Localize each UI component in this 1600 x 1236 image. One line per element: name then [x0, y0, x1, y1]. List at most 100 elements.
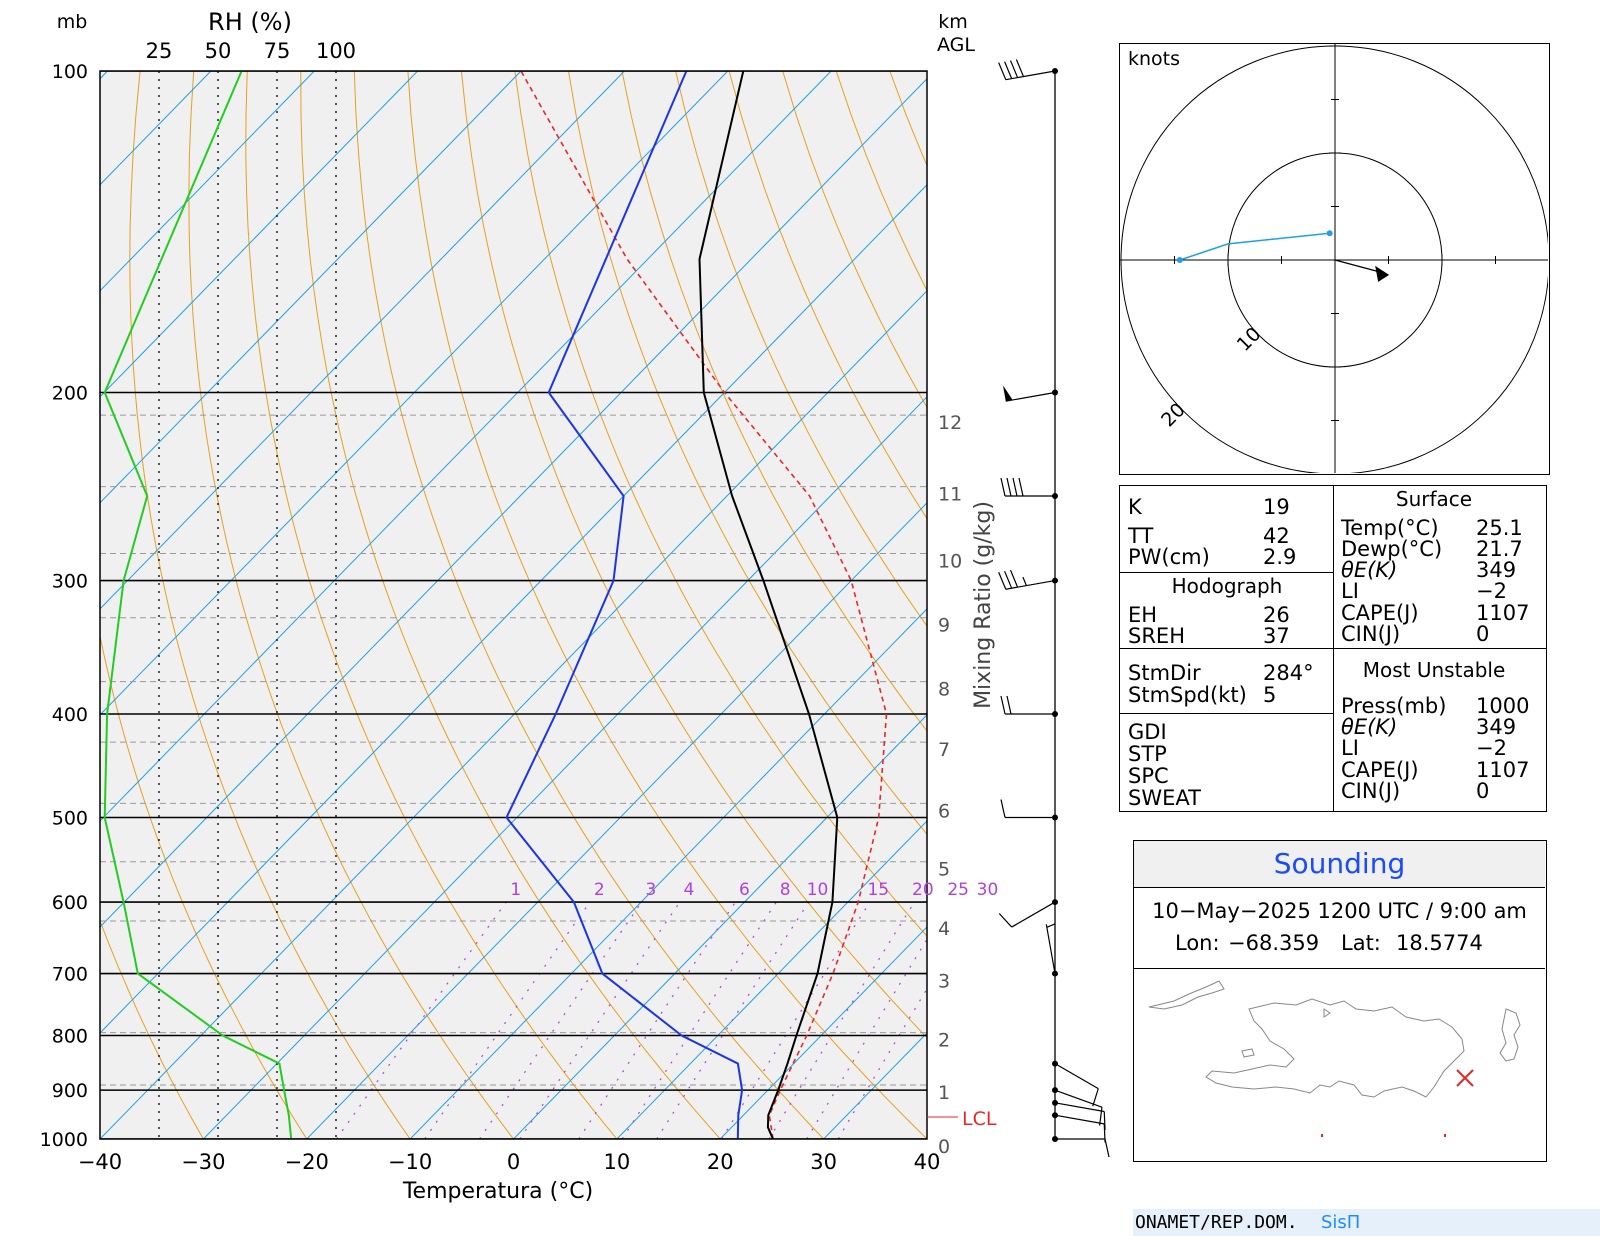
temperature-tick-label: −10 [388, 1150, 432, 1174]
dry-adiabat [621, 71, 927, 732]
stmdir-label: StmDir [1128, 661, 1201, 685]
wind-feather [1009, 60, 1019, 78]
mixing-ratio-axis-label: Mixing Ratio (g/kg) [971, 501, 996, 709]
wind-feather [1015, 59, 1025, 77]
pressure-tick-label: 1000 [40, 1129, 88, 1151]
isotherm [926, 1138, 927, 1139]
wind-feather [1000, 695, 1006, 715]
surface-header: Surface [1395, 487, 1473, 511]
dry-adiabat [245, 71, 618, 1139]
mixing-ratio-line [335, 901, 507, 1139]
temperature-tick-label: −40 [78, 1150, 122, 1174]
pressure-tick-label: 700 [52, 964, 88, 986]
surface-cin-label: CIN(J) [1341, 622, 1401, 646]
temperature-tick-label: −30 [181, 1150, 225, 1174]
wind-feather [1009, 569, 1019, 588]
mu-press-value: 1000 [1476, 694, 1530, 718]
lon-value: −68.359 [1228, 931, 1320, 955]
sounding-datetime: 10−May−2025 1200 UTC / 9:00 am [1152, 899, 1527, 923]
rh-axis-label: RH (%) [208, 8, 292, 36]
rh-tick-label: 75 [264, 39, 291, 63]
pressure-tick-label: 600 [52, 892, 88, 914]
isotherm [203, 396, 927, 1139]
temperature-tick-label: 10 [604, 1150, 631, 1174]
wind-barb [1054, 1102, 1105, 1113]
temperature-tick-label: −20 [285, 1150, 329, 1174]
km-tick-label: 4 [938, 918, 950, 940]
surface-thetae-value: 349 [1476, 558, 1517, 582]
km-tick-label: 9 [938, 615, 950, 637]
divider [1120, 648, 1334, 649]
isotherm [306, 502, 927, 1139]
mu-thetae-value: 349 [1476, 715, 1517, 739]
km-tick-label: 10 [938, 551, 962, 573]
isotherm [409, 608, 927, 1139]
wind-barb [1054, 1114, 1105, 1125]
isotherm [100, 71, 832, 822]
wind-barb [1005, 70, 1056, 81]
wind-pennant [1002, 385, 1013, 402]
mixing-ratio-tick-label: 1 [510, 880, 521, 900]
mixing-ratio-tick-label: 4 [683, 880, 694, 900]
km-tick-label: 8 [938, 679, 950, 701]
mu-cin-label: CIN(J) [1341, 779, 1401, 803]
hodograph-trace [1179, 232, 1330, 261]
divider [1134, 968, 1545, 969]
wind-half-feather [1022, 576, 1027, 586]
isotherm [100, 71, 419, 398]
isotherm [100, 290, 927, 1139]
wind-feather [1098, 1107, 1103, 1126]
surface-temp-value: 25.1 [1476, 516, 1523, 540]
dry-adiabat [100, 919, 204, 1139]
eh-label: EH [1128, 603, 1158, 627]
most-unstable-header: Most Unstable [1362, 658, 1506, 682]
mixing-ratio-tick-label: 6 [739, 880, 750, 900]
temperature-tick-label: 20 [707, 1150, 734, 1174]
dry-adiabat [568, 71, 927, 835]
pressure-tick-label: 900 [52, 1080, 88, 1102]
surface-cin-value: 0 [1476, 622, 1490, 646]
sweat-label: SWEAT [1128, 786, 1201, 810]
rh-tick-label: 25 [146, 39, 173, 63]
isotherm [0, 71, 4, 1139]
mixing-ratio-tick-label: 8 [780, 880, 791, 900]
station-marker [1456, 1069, 1474, 1087]
parcel-line [520, 71, 888, 1139]
plot-background [100, 71, 927, 1139]
dry-adiabat [675, 71, 927, 627]
pressure-tick-label: 300 [52, 571, 88, 593]
isotherm [100, 78, 927, 928]
wind-barb [1011, 901, 1056, 928]
mu-cape-value: 1107 [1476, 758, 1530, 782]
pressure-tick-label: 400 [52, 704, 88, 726]
pressure-tick-label: 100 [52, 61, 88, 83]
k-value: 19 [1263, 495, 1290, 519]
km-agl-label: AGL [937, 34, 975, 56]
surface-thetae-label: θE(K) [1341, 558, 1398, 582]
km-tick-label: 11 [938, 484, 962, 506]
k-label: K [1128, 495, 1142, 519]
hodograph-section-header: Hodograph [1171, 574, 1283, 598]
mu-press-label: Press(mb) [1341, 694, 1447, 718]
mu-cape-label: CAPE(J) [1341, 758, 1419, 782]
hodograph-ring-label: 20 [1157, 399, 1190, 432]
isotherm [100, 71, 625, 610]
storm-motion-arrowhead [1375, 265, 1390, 282]
km-tick-label: 0 [938, 1136, 950, 1158]
wind-feather [1006, 695, 1012, 715]
surface-temp-label: Temp(°C) [1341, 516, 1439, 540]
wind-feather [998, 913, 1013, 928]
dry-adiabat [997, 71, 1110, 1139]
sounding-panel: Sounding 10−May−2025 1200 UTC / 9:00 am … [1133, 840, 1547, 1162]
wind-feather [1012, 477, 1018, 497]
wind-barb [1045, 924, 1056, 974]
wind-feather [1092, 1088, 1099, 1107]
stmspd-value: 5 [1263, 683, 1277, 707]
wind-feather [998, 571, 1007, 590]
isotherm [616, 820, 927, 1139]
divider [1334, 648, 1546, 649]
rh-line [103, 71, 293, 1139]
wind-barb [1054, 1063, 1099, 1090]
pressure-tick-label: 500 [52, 807, 88, 829]
